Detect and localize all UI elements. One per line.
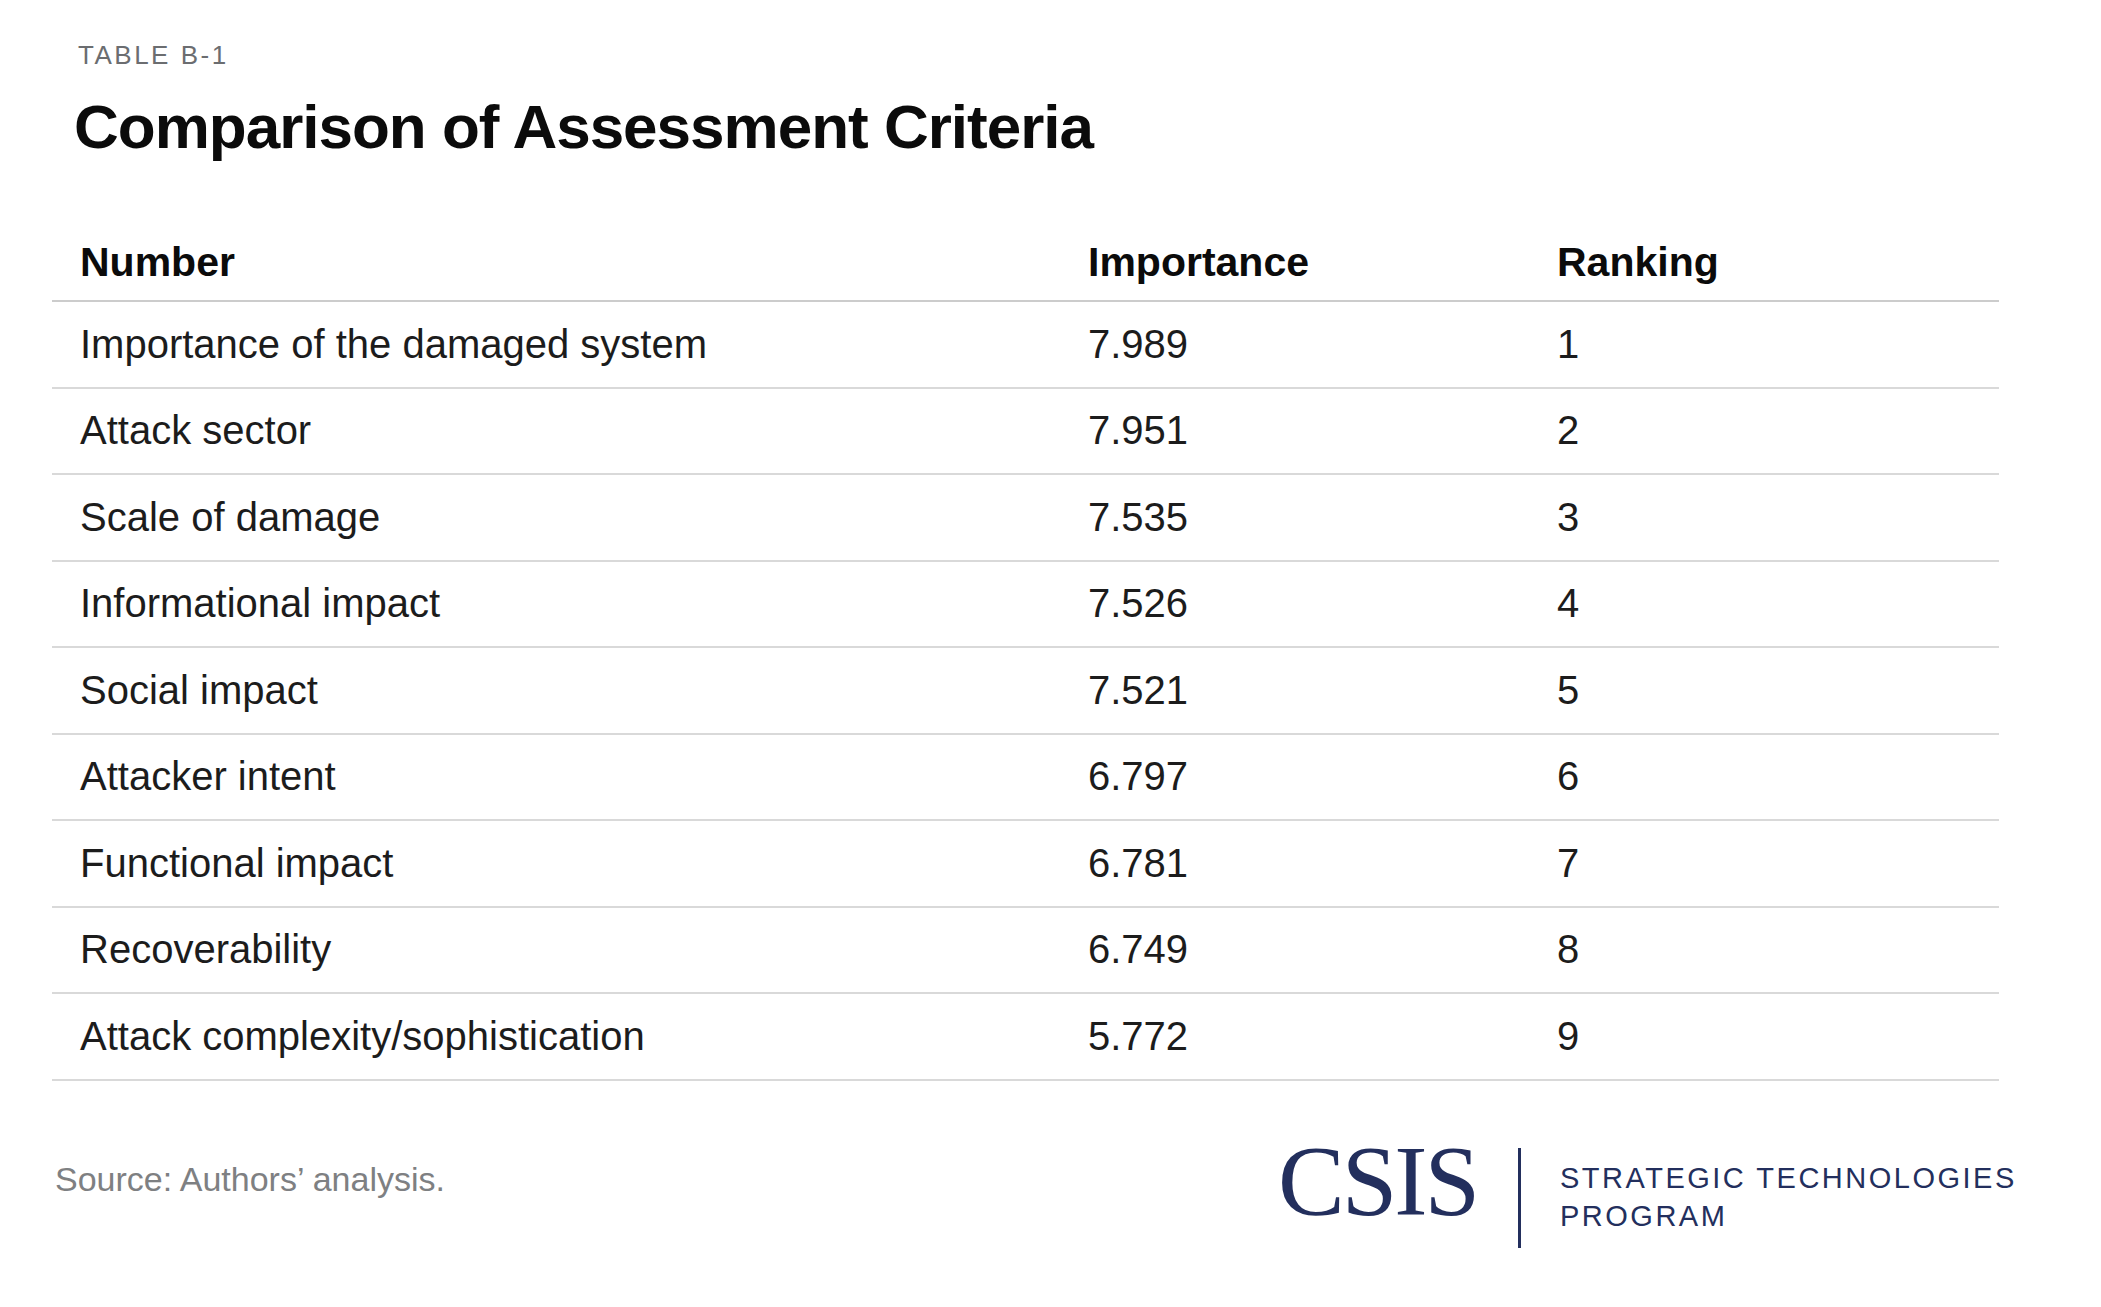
importance-cell: 6.797 <box>1088 734 1557 821</box>
figure-root: TABLE B-1 Comparison of Assessment Crite… <box>0 0 2101 1307</box>
criterion-cell: Attacker intent <box>52 734 1088 821</box>
table-row: Functional impact 6.781 7 <box>52 820 1999 907</box>
importance-cell: 6.781 <box>1088 820 1557 907</box>
table-row: Social impact 7.521 5 <box>52 647 1999 734</box>
column-header-ranking: Ranking <box>1557 225 1999 301</box>
criterion-cell: Importance of the damaged system <box>52 301 1088 388</box>
table-header-row: Number Importance Ranking <box>52 225 1999 301</box>
importance-cell: 6.749 <box>1088 907 1557 994</box>
table-row: Attacker intent 6.797 6 <box>52 734 1999 821</box>
program-name-line1: STRATEGIC TECHNOLOGIES <box>1560 1159 2017 1197</box>
ranking-cell: 8 <box>1557 907 1999 994</box>
importance-cell: 7.989 <box>1088 301 1557 388</box>
importance-cell: 7.521 <box>1088 647 1557 734</box>
logo-divider-bar <box>1518 1148 1521 1248</box>
criterion-cell: Recoverability <box>52 907 1088 994</box>
table-row: Attack complexity/sophistication 5.772 9 <box>52 993 1999 1080</box>
column-header-importance: Importance <box>1088 225 1557 301</box>
importance-cell: 5.772 <box>1088 993 1557 1080</box>
csis-wordmark: CSIS <box>1278 1131 1477 1231</box>
ranking-cell: 1 <box>1557 301 1999 388</box>
criterion-cell: Informational impact <box>52 561 1088 648</box>
ranking-cell: 7 <box>1557 820 1999 907</box>
ranking-cell: 9 <box>1557 993 1999 1080</box>
criterion-cell: Attack complexity/sophistication <box>52 993 1088 1080</box>
ranking-cell: 4 <box>1557 561 1999 648</box>
ranking-cell: 3 <box>1557 474 1999 561</box>
table-row: Informational impact 7.526 4 <box>52 561 1999 648</box>
table-row: Recoverability 6.749 8 <box>52 907 1999 994</box>
figure-title: Comparison of Assessment Criteria <box>74 93 1093 161</box>
program-name: STRATEGIC TECHNOLOGIES PROGRAM <box>1560 1159 2017 1235</box>
criterion-cell: Functional impact <box>52 820 1088 907</box>
ranking-cell: 5 <box>1557 647 1999 734</box>
table-row: Scale of damage 7.535 3 <box>52 474 1999 561</box>
assessment-criteria-table: Number Importance Ranking Importance of … <box>52 225 1999 1081</box>
column-header-number: Number <box>52 225 1088 301</box>
importance-cell: 7.535 <box>1088 474 1557 561</box>
table-row: Importance of the damaged system 7.989 1 <box>52 301 1999 388</box>
importance-cell: 7.951 <box>1088 388 1557 475</box>
importance-cell: 7.526 <box>1088 561 1557 648</box>
ranking-cell: 6 <box>1557 734 1999 821</box>
table-label: TABLE B-1 <box>78 40 229 71</box>
criterion-cell: Attack sector <box>52 388 1088 475</box>
program-name-line2: PROGRAM <box>1560 1197 2017 1235</box>
ranking-cell: 2 <box>1557 388 1999 475</box>
criterion-cell: Scale of damage <box>52 474 1088 561</box>
criterion-cell: Social impact <box>52 647 1088 734</box>
table-row: Attack sector 7.951 2 <box>52 388 1999 475</box>
source-note: Source: Authors’ analysis. <box>55 1160 445 1199</box>
